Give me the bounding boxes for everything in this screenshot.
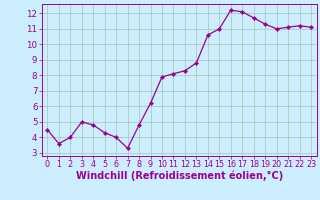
X-axis label: Windchill (Refroidissement éolien,°C): Windchill (Refroidissement éolien,°C) xyxy=(76,171,283,181)
